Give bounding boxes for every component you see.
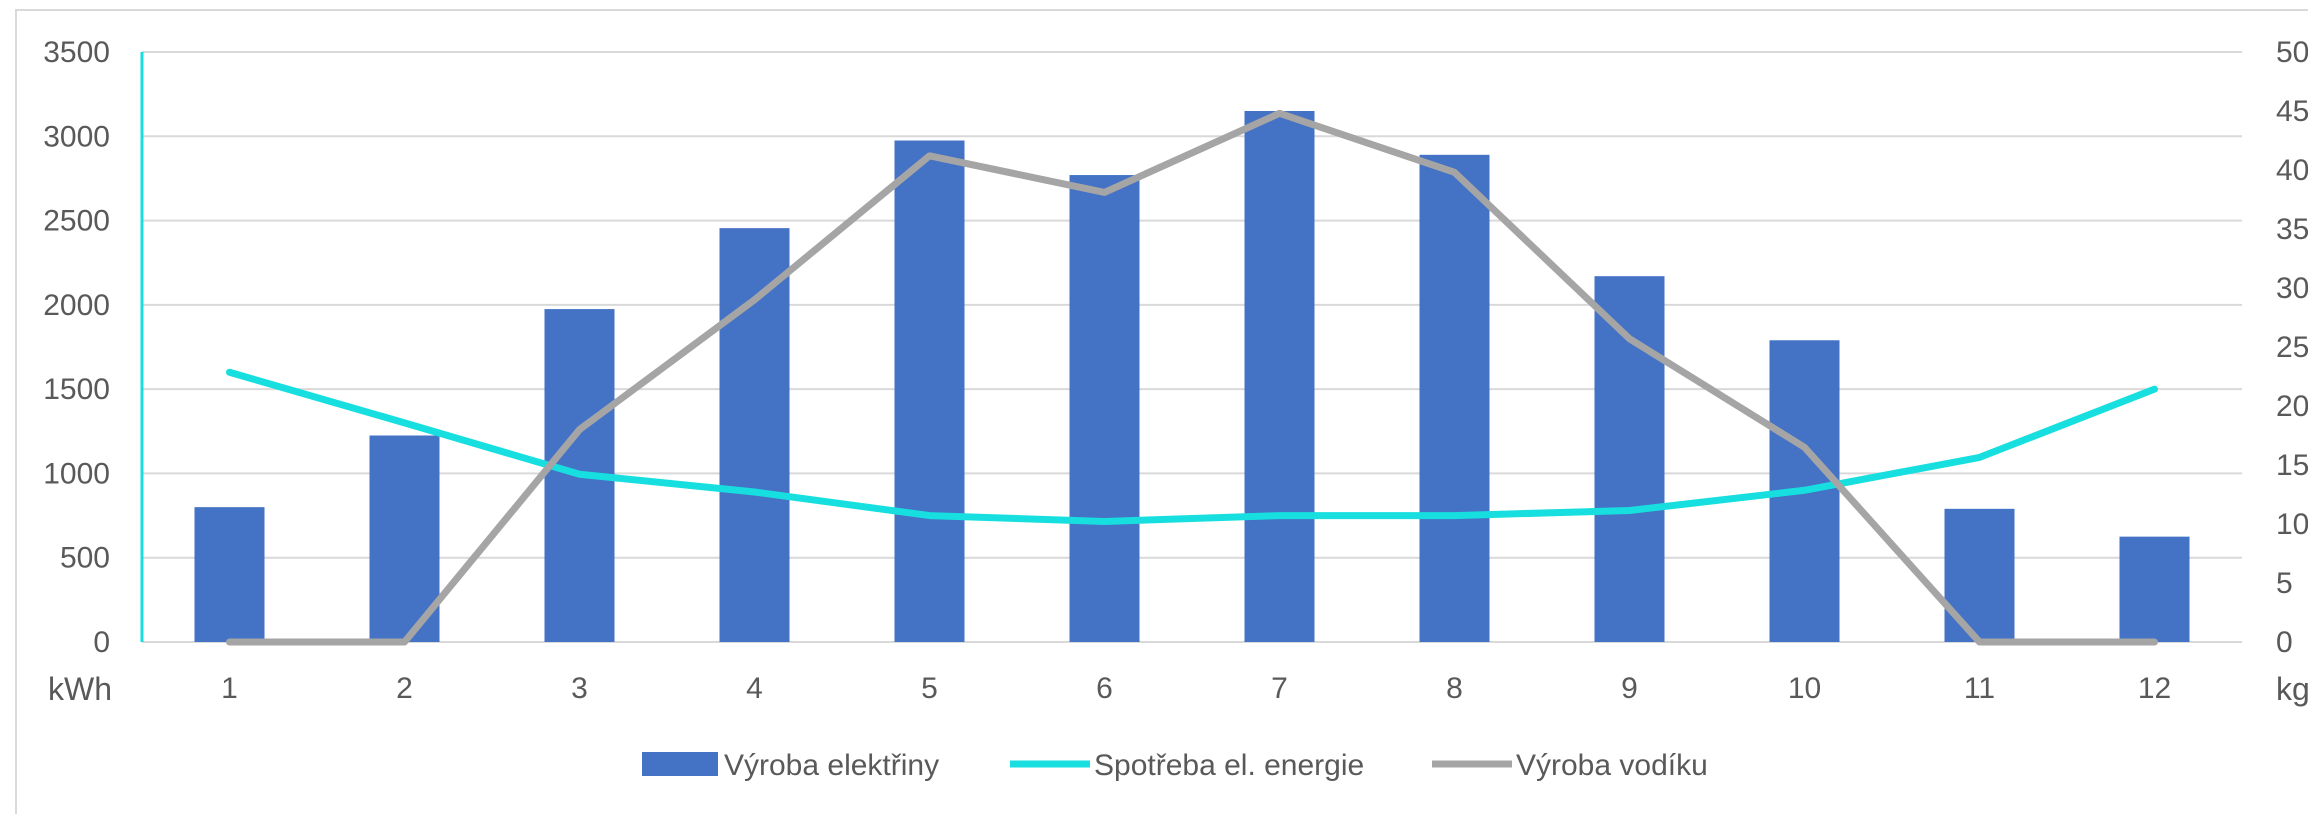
right-tick-label: 25 bbox=[2276, 331, 2308, 364]
legend-label: Výroba vodíku bbox=[1516, 749, 1708, 782]
right-tick-label: 15 bbox=[2276, 449, 2308, 482]
right-axis-ticks: 0 5 10 15 20 25 30 35 40 45 50 bbox=[2276, 36, 2308, 659]
bar bbox=[719, 228, 790, 642]
legend-swatch bbox=[642, 752, 718, 776]
chart-border bbox=[15, 9, 2308, 819]
x-tick-label: 3 bbox=[571, 672, 588, 705]
bar bbox=[1944, 508, 2015, 642]
right-tick-label: 5 bbox=[2276, 567, 2293, 600]
left-tick-label: 1500 bbox=[43, 373, 110, 406]
bar bbox=[2119, 536, 2190, 642]
bar bbox=[1594, 276, 1665, 642]
x-tick-label: 11 bbox=[1964, 672, 1995, 705]
right-tick-label: 20 bbox=[2276, 390, 2308, 423]
right-tick-label: 10 bbox=[2276, 508, 2308, 541]
x-tick-label: 5 bbox=[921, 672, 938, 705]
right-axis-unit: kg bbox=[2276, 671, 2308, 707]
x-tick-label: 2 bbox=[396, 672, 413, 705]
x-tick-label: 10 bbox=[1788, 672, 1821, 705]
left-axis-ticks: 0 500 1000 1500 2000 2500 3000 3500 bbox=[43, 36, 110, 659]
bar bbox=[369, 435, 440, 642]
x-tick-label: 4 bbox=[746, 672, 763, 705]
bar bbox=[894, 140, 965, 642]
left-tick-label: 2500 bbox=[43, 205, 110, 238]
left-tick-label: 2000 bbox=[43, 289, 110, 322]
x-tick-label: 6 bbox=[1096, 672, 1113, 705]
bar bbox=[1244, 111, 1315, 642]
left-tick-label: 500 bbox=[60, 542, 110, 575]
right-tick-label: 40 bbox=[2276, 154, 2308, 187]
right-tick-label: 30 bbox=[2276, 272, 2308, 305]
right-tick-label: 35 bbox=[2276, 213, 2308, 246]
bar bbox=[1069, 175, 1140, 643]
legend-label: Spotřeba el. energie bbox=[1094, 749, 1364, 782]
x-tick-label: 7 bbox=[1271, 672, 1288, 705]
x-tick-label: 1 bbox=[221, 672, 238, 705]
left-tick-label: 3500 bbox=[43, 36, 110, 69]
x-tick-label: 8 bbox=[1446, 672, 1463, 705]
x-tick-label: 12 bbox=[2138, 672, 2171, 705]
left-tick-label: 1000 bbox=[43, 457, 110, 490]
right-tick-label: 0 bbox=[2276, 626, 2293, 659]
gridlines bbox=[142, 51, 2242, 643]
legend: Výroba elektřiny Spotřeba el. energie Výro… bbox=[642, 749, 1708, 782]
legend-label: Výroba elektřiny bbox=[724, 749, 939, 782]
series-line bbox=[226, 109, 2158, 646]
x-tick-label: 9 bbox=[1621, 672, 1638, 705]
right-tick-label: 50 bbox=[2276, 36, 2308, 69]
bar bbox=[1419, 154, 1490, 643]
x-axis-ticks: 1 2 3 4 5 6 7 8 9 10 11 12 bbox=[221, 672, 2171, 705]
left-axis-unit: kWh bbox=[48, 671, 112, 707]
bar bbox=[194, 507, 265, 642]
left-tick-label: 3000 bbox=[43, 120, 110, 153]
right-tick-label: 45 bbox=[2276, 95, 2308, 128]
left-tick-label: 0 bbox=[93, 626, 110, 659]
lines bbox=[226, 109, 2158, 646]
